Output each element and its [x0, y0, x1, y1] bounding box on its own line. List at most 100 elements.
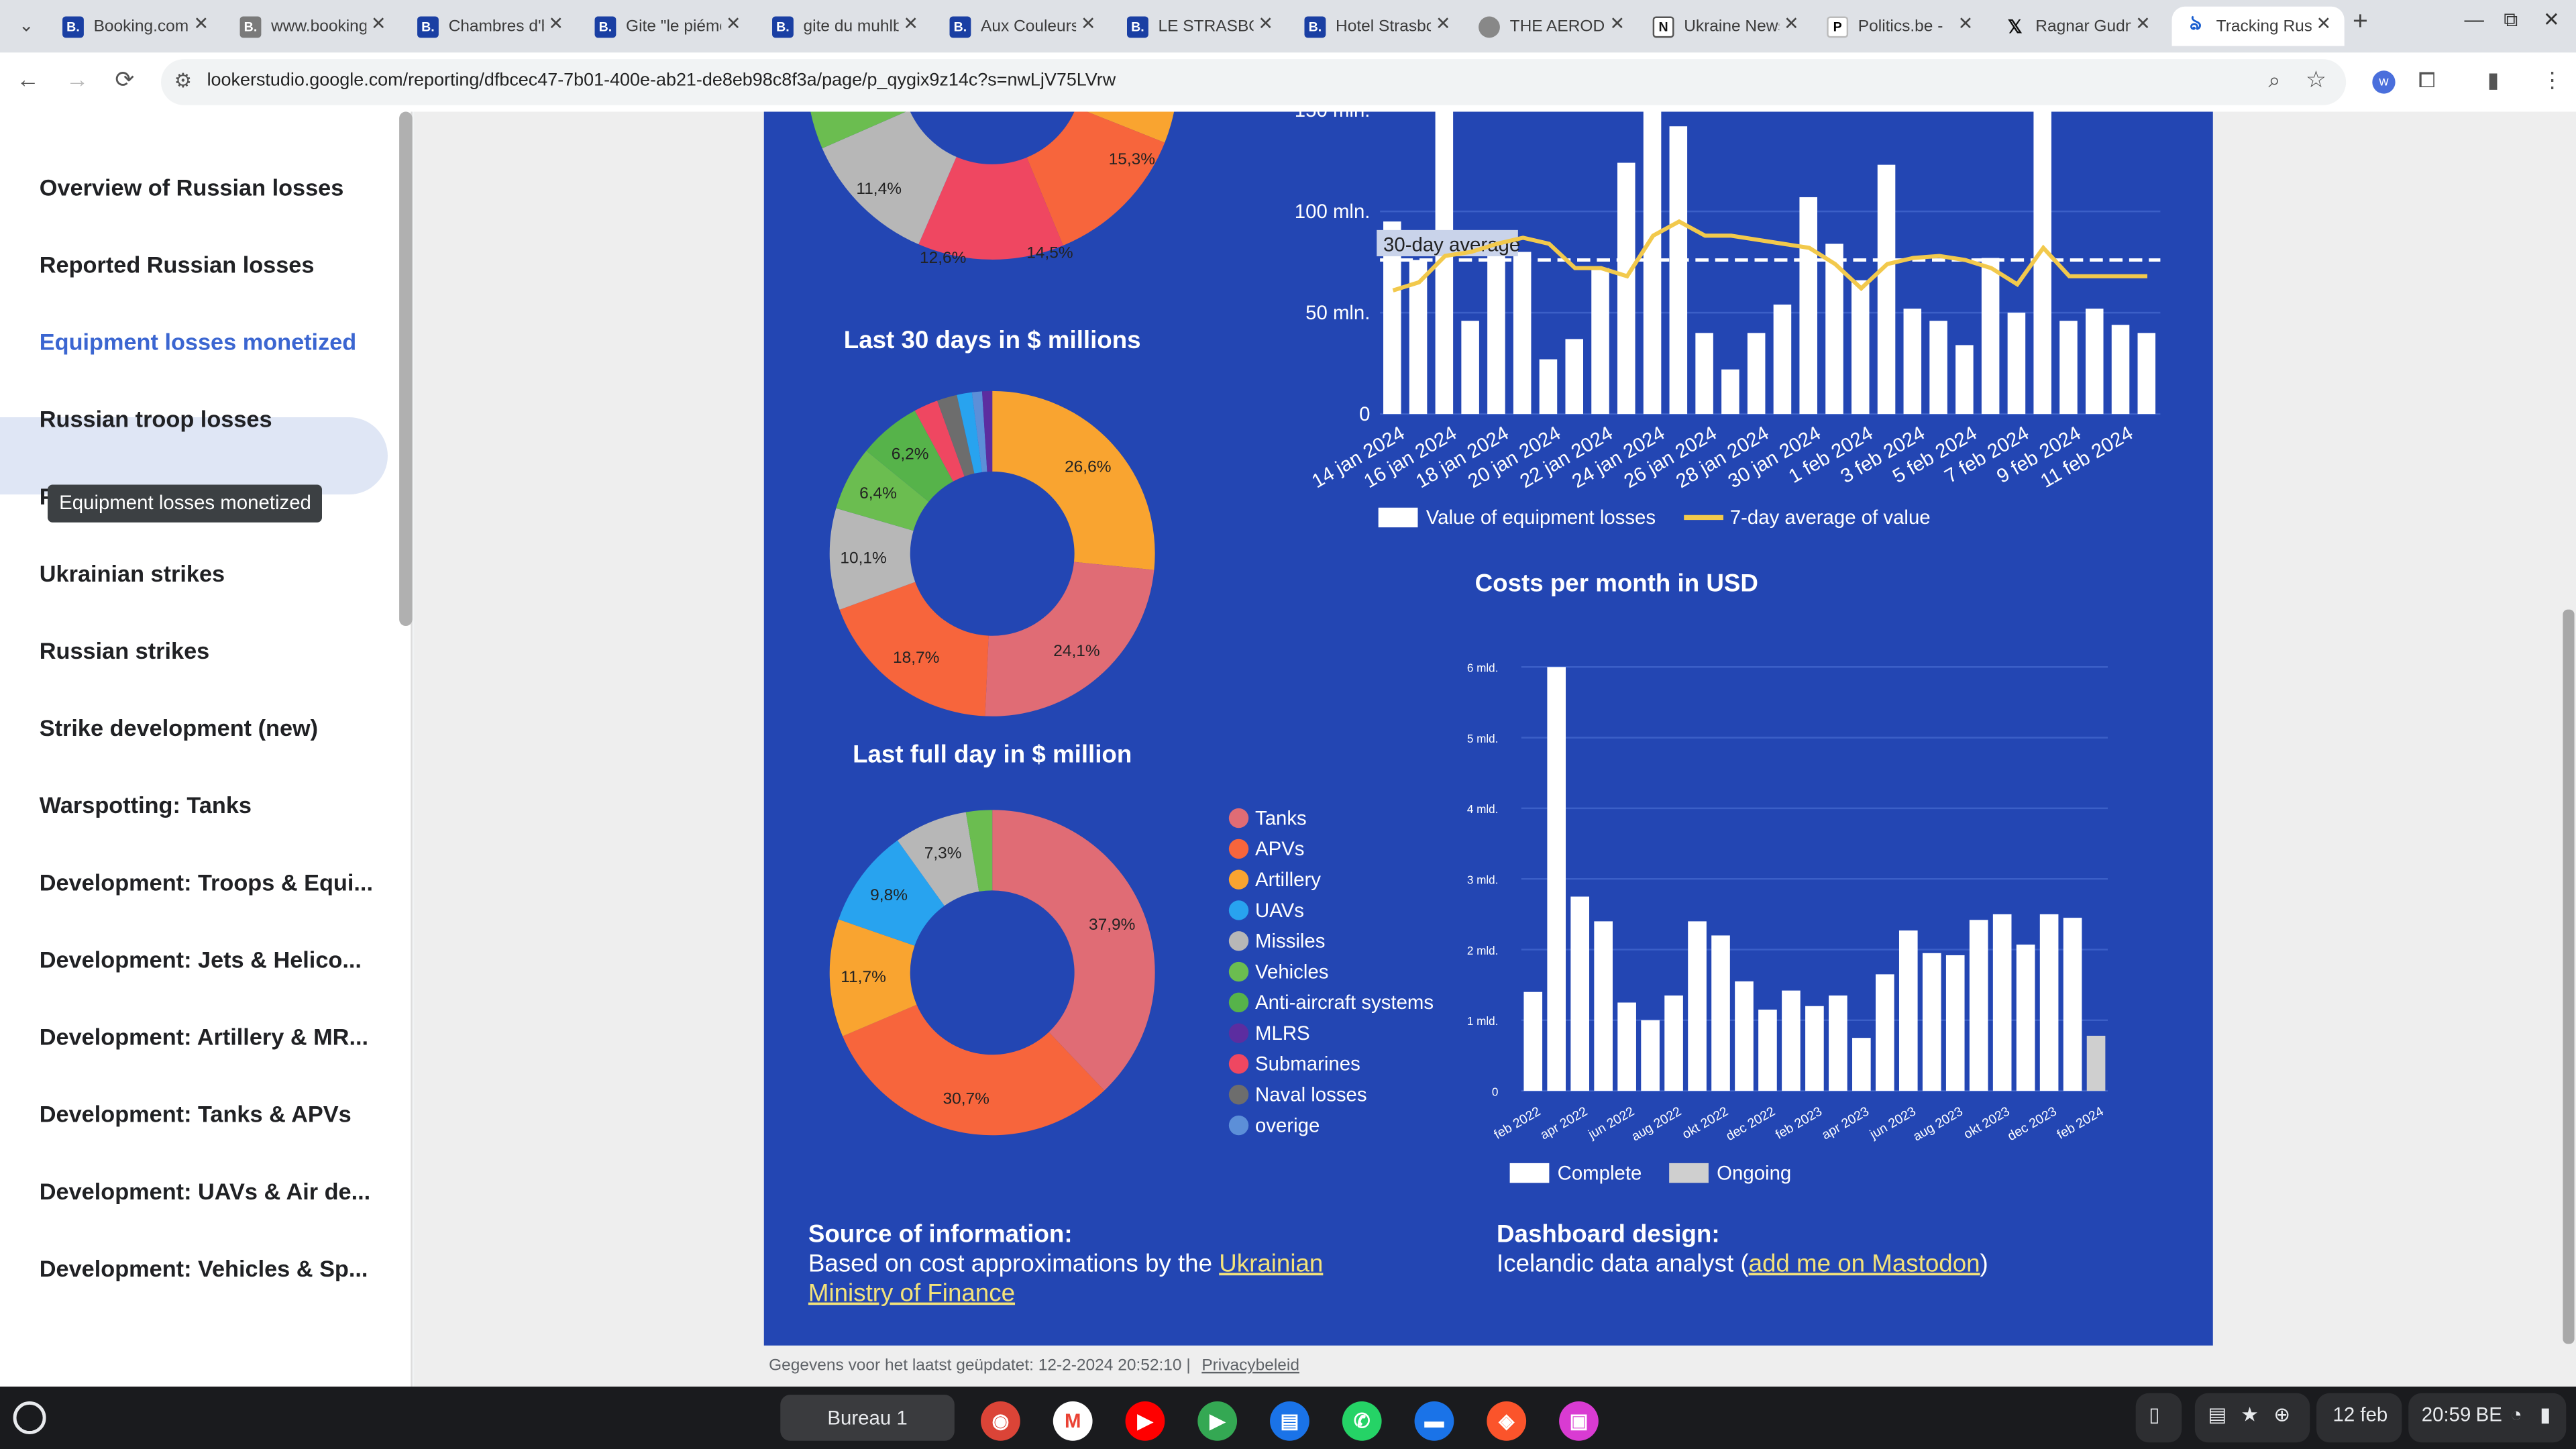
- tab-search-icon[interactable]: ⌄: [18, 16, 34, 36]
- close-tab-icon[interactable]: ✕: [1784, 15, 1799, 35]
- side-panel-icon[interactable]: ▮: [2487, 67, 2500, 93]
- month-bar[interactable]: [1922, 953, 1941, 1091]
- month-bar[interactable]: [1547, 667, 1566, 1091]
- star-icon[interactable]: ★: [2241, 1403, 2259, 1426]
- close-tab-icon[interactable]: ✕: [193, 15, 209, 35]
- month-bar[interactable]: [1641, 1020, 1660, 1091]
- donut-slice[interactable]: [843, 1004, 1105, 1136]
- donut-slice[interactable]: [992, 810, 1155, 1091]
- donut-slice[interactable]: [836, 450, 929, 531]
- month-bar[interactable]: [1735, 981, 1754, 1091]
- daily-bar[interactable]: [1851, 280, 1870, 415]
- month-bar[interactable]: [1782, 990, 1801, 1091]
- month-bar[interactable]: [2086, 1035, 2106, 1091]
- daily-bar[interactable]: [1721, 369, 1739, 415]
- sidebar-scrollbar[interactable]: [399, 111, 413, 627]
- browser-tab[interactable]: B. Gite "le piémont"✕: [582, 7, 754, 46]
- month-bar[interactable]: [2039, 914, 2059, 1091]
- nav-item[interactable]: Ukrainian strikes: [39, 560, 225, 587]
- donut-slice[interactable]: [971, 391, 987, 472]
- donut-slice[interactable]: [981, 390, 993, 472]
- month-bar[interactable]: [1688, 921, 1707, 1091]
- month-bar[interactable]: [1523, 991, 1543, 1091]
- donut-slice[interactable]: [839, 582, 989, 716]
- restore-icon[interactable]: ⧉: [2504, 8, 2518, 32]
- browser-tab[interactable]: B. Hotel Strasbourg✕: [1291, 7, 1464, 46]
- close-tab-icon[interactable]: ✕: [1957, 15, 1974, 35]
- month-bar[interactable]: [1945, 955, 1965, 1091]
- daily-bar[interactable]: [1461, 321, 1479, 415]
- donut-slice[interactable]: [866, 411, 953, 502]
- daily-bar[interactable]: [2059, 321, 2078, 415]
- phone-hub-icon[interactable]: ▯: [2149, 1403, 2160, 1426]
- address-bar[interactable]: ⚙ lookerstudio.google.com/reporting/dfbc…: [161, 59, 2347, 105]
- daily-bar[interactable]: [1825, 244, 1843, 415]
- month-bar[interactable]: [1876, 974, 1894, 1091]
- nav-item[interactable]: Russian troop losses: [39, 405, 272, 433]
- chrome-icon[interactable]: ◉: [981, 1401, 1020, 1441]
- close-tab-icon[interactable]: ✕: [1435, 15, 1451, 35]
- donut-slice[interactable]: [992, 390, 1155, 570]
- close-window-icon[interactable]: ✕: [2543, 8, 2560, 32]
- extensions-puzzle-icon[interactable]: ⧠: [2418, 67, 2436, 93]
- donut-slice[interactable]: [985, 561, 1155, 716]
- forward-icon[interactable]: →: [65, 65, 89, 93]
- daily-bar[interactable]: [1513, 252, 1532, 415]
- photos-icon[interactable]: ▣: [1559, 1401, 1599, 1441]
- month-bar[interactable]: [1617, 1002, 1636, 1091]
- date-pill[interactable]: [2316, 1393, 2402, 1443]
- daily-bar[interactable]: [1747, 333, 1766, 415]
- browser-tab[interactable]: B. Booking.com ✕: [49, 7, 221, 46]
- browser-tab[interactable]: 𝕏 Ragnar Gudmundsson✕: [1991, 7, 2163, 46]
- close-tab-icon[interactable]: ✕: [2135, 15, 2151, 35]
- browser-tab[interactable]: B. gite du muhlbach✕: [759, 7, 931, 46]
- browser-tab[interactable]: N Ukraine News ✕: [1640, 7, 1812, 46]
- browser-tab[interactable]: THE AERODROME✕: [1465, 7, 1638, 46]
- page-scrollbar[interactable]: [2563, 609, 2575, 1344]
- month-bar[interactable]: [1992, 914, 2012, 1091]
- browser-tab[interactable]: P Politics.be - ✕: [1814, 7, 1986, 46]
- menu-kebab-icon[interactable]: ⋮: [2541, 67, 2563, 93]
- tray-holding-pill[interactable]: [2194, 1393, 2310, 1443]
- daily-bar[interactable]: [1981, 258, 2000, 415]
- nav-item[interactable]: Development: Troops & Equi...: [39, 869, 373, 896]
- nav-item[interactable]: Equipment losses monetized: [39, 328, 357, 355]
- browser-tab[interactable]: ঌ Tracking Russian losses✕: [2171, 6, 2345, 46]
- daily-bar[interactable]: [1903, 309, 1922, 415]
- close-tab-icon[interactable]: ✕: [1258, 15, 1273, 35]
- donut-slice[interactable]: [829, 508, 916, 610]
- youtube-icon[interactable]: ▶: [1125, 1401, 1165, 1441]
- donut-slice[interactable]: [806, 111, 909, 149]
- month-bar[interactable]: [1758, 1010, 1777, 1091]
- nav-item[interactable]: Russian strikes: [39, 637, 210, 664]
- daily-bar[interactable]: [1591, 268, 1609, 415]
- month-bar[interactable]: [1969, 920, 1988, 1091]
- minimize-icon[interactable]: —: [2464, 8, 2484, 32]
- daily-bar[interactable]: [1487, 252, 1505, 415]
- zoom-icon[interactable]: ⌕: [2268, 67, 2281, 93]
- source-link-continued[interactable]: Ministry of Finance: [808, 1279, 1015, 1307]
- daily-bar[interactable]: [1669, 126, 1688, 415]
- browser-tab[interactable]: B. Aux Couleurs ✕: [936, 7, 1109, 46]
- back-icon[interactable]: ←: [16, 65, 40, 93]
- brave-icon[interactable]: ◈: [1487, 1401, 1527, 1441]
- donut-slice[interactable]: [1026, 111, 1165, 246]
- close-tab-icon[interactable]: ✕: [903, 15, 918, 35]
- nav-item[interactable]: Development: Artillery & MR...: [39, 1023, 369, 1050]
- nav-item[interactable]: Development: Tanks & APVs: [39, 1100, 352, 1127]
- mastodon-link[interactable]: add me on Mastodon: [1749, 1250, 1980, 1277]
- month-bar[interactable]: [1664, 995, 1683, 1091]
- donut-slice[interactable]: [914, 400, 965, 482]
- month-bar[interactable]: [1711, 935, 1730, 1091]
- donut-slice[interactable]: [897, 812, 979, 906]
- daily-bar[interactable]: [1617, 162, 1635, 415]
- launcher-icon[interactable]: [13, 1401, 46, 1434]
- daily-bar[interactable]: [1773, 305, 1792, 415]
- month-bar[interactable]: [1570, 896, 1589, 1091]
- month-bar[interactable]: [1852, 1038, 1871, 1091]
- new-tab-button[interactable]: +: [2352, 8, 2368, 36]
- daily-bar[interactable]: [2137, 333, 2156, 415]
- privacy-link[interactable]: Privacybeleid: [1201, 1356, 1299, 1375]
- extension-icon[interactable]: w: [2372, 70, 2396, 94]
- whatsapp-icon[interactable]: ✆: [1342, 1401, 1382, 1441]
